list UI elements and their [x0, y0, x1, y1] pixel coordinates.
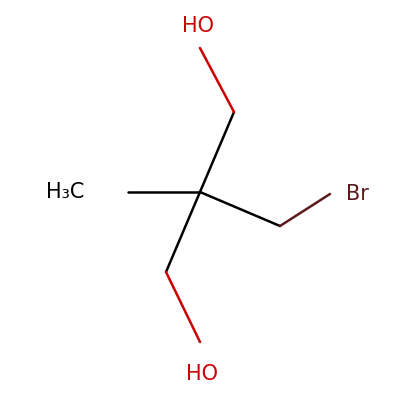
Text: HO: HO: [186, 364, 218, 384]
Text: Br: Br: [346, 184, 369, 204]
Text: HO: HO: [182, 16, 214, 36]
Text: H₃C: H₃C: [46, 182, 84, 202]
